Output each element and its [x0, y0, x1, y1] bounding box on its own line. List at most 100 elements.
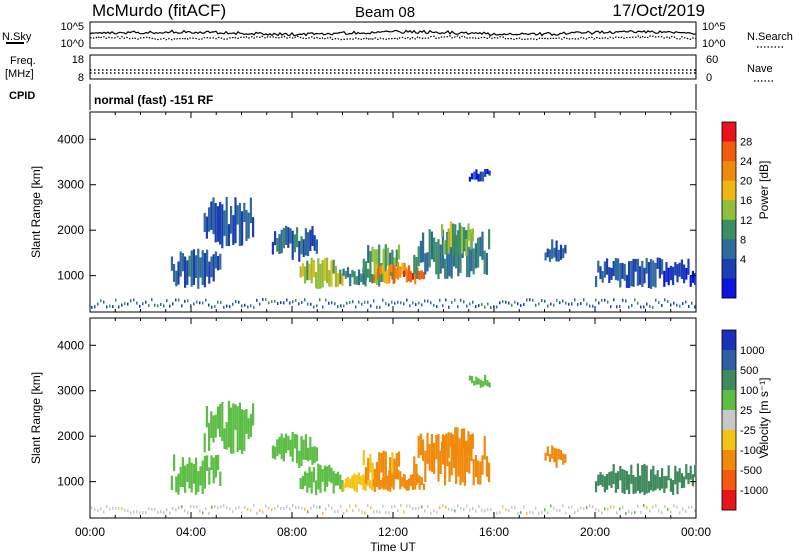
echo-cell: [372, 274, 375, 283]
scatter-cell: [613, 298, 615, 302]
scatter-cell: [145, 300, 147, 304]
echo-region: [468, 374, 491, 388]
echo-cell: [488, 170, 491, 176]
echo-cell: [625, 471, 628, 490]
echo-cell: [419, 240, 422, 263]
echo-cell: [173, 454, 176, 472]
echo-cell: [647, 262, 650, 288]
echo-cell: [369, 251, 372, 280]
echo-cell: [484, 374, 487, 386]
scatter-cell: [337, 305, 339, 309]
echo-cell: [384, 451, 387, 490]
echo-cell: [685, 464, 688, 480]
beam-title: Beam 08: [355, 4, 415, 21]
scatter-cell: [274, 506, 276, 510]
echo-cell: [546, 248, 549, 258]
scatter-cell: [565, 301, 567, 305]
scatter-cell: [670, 303, 672, 307]
echo-cell: [546, 446, 549, 456]
scatter-cell: [583, 507, 585, 511]
search-noise-trace: [89, 35, 697, 42]
scatter-cell: [388, 511, 390, 515]
scatter-cell: [466, 304, 468, 308]
echo-cell: [280, 433, 283, 460]
scatter-cell: [379, 305, 381, 309]
echo-cell: [443, 445, 446, 463]
echo-cell: [634, 258, 637, 272]
echo-cell: [349, 478, 352, 489]
echo-cell: [621, 469, 624, 493]
echo-region: [299, 463, 344, 496]
echo-cell: [271, 241, 274, 255]
echo-cell: [394, 267, 397, 279]
scatter-cell: [604, 298, 606, 302]
echo-cell: [304, 266, 307, 284]
scatter-cell: [103, 510, 105, 514]
echo-cell: [364, 466, 368, 484]
scatter-cell: [610, 305, 612, 309]
echo-cell: [192, 463, 195, 484]
scatter-cell: [256, 511, 258, 515]
echo-cell: [312, 259, 315, 278]
echo-cell: [195, 457, 198, 495]
echo-cell: [564, 244, 567, 254]
velocity-echoes: [91, 374, 697, 515]
echo-cell: [399, 266, 402, 278]
scatter-cell: [628, 510, 630, 514]
scatter-cell: [160, 303, 162, 306]
scatter-cell: [646, 506, 648, 510]
scatter-cell: [508, 508, 510, 512]
scatter-cell: [433, 303, 435, 307]
scatter-cell: [328, 504, 330, 508]
echo-cell: [656, 470, 659, 489]
echo-cell: [446, 231, 449, 279]
echo-cell: [362, 474, 365, 490]
echo-cell: [313, 235, 316, 251]
echo-cell: [636, 258, 639, 286]
scatter-cell: [691, 301, 693, 305]
echo-cell: [391, 452, 394, 481]
echo-cell: [628, 261, 631, 288]
echo-cell: [383, 478, 386, 488]
echo-cell: [371, 274, 374, 284]
echo-cell: [420, 477, 423, 486]
scatter-cell: [115, 507, 117, 511]
scatter-cell: [199, 509, 201, 513]
echo-cell: [652, 465, 655, 492]
echo-cell: [433, 442, 436, 474]
echo-cell: [393, 458, 396, 479]
scatter-cell: [415, 507, 417, 510]
echo-cell: [401, 262, 404, 275]
echo-cell: [468, 444, 471, 474]
scatter-cell: [484, 305, 486, 309]
echo-cell: [544, 452, 547, 461]
echo-cell: [323, 465, 326, 492]
scatter-cell: [601, 298, 603, 302]
scatter-cell: [646, 302, 648, 306]
echo-cell: [630, 464, 633, 484]
echo-cell: [225, 422, 228, 450]
scatter-cell: [223, 504, 225, 508]
echo-cell: [380, 452, 383, 473]
echo-region: [342, 267, 374, 287]
echo-cell: [606, 258, 609, 275]
scatter-cell: [292, 504, 294, 507]
echo-cell: [293, 234, 296, 253]
echo-cell: [360, 475, 363, 486]
echo-cell: [407, 483, 410, 491]
echo-cell: [455, 236, 458, 269]
echo-cell: [397, 451, 401, 467]
velocity-y-ticks: 1000 2000 3000 4000: [57, 338, 696, 489]
noise-panel-frame: [89, 21, 697, 49]
scatter-cell: [253, 504, 255, 507]
echo-cell: [658, 257, 661, 279]
scatter-cell: [580, 302, 582, 306]
echo-cell: [375, 264, 378, 273]
echo-cell: [278, 437, 281, 455]
scatter-cell: [208, 511, 210, 515]
echo-cell: [337, 272, 340, 287]
echo-cell: [236, 205, 239, 225]
scatter-cell: [361, 302, 363, 306]
scatter-cell: [385, 511, 387, 515]
echo-cell: [342, 268, 345, 276]
